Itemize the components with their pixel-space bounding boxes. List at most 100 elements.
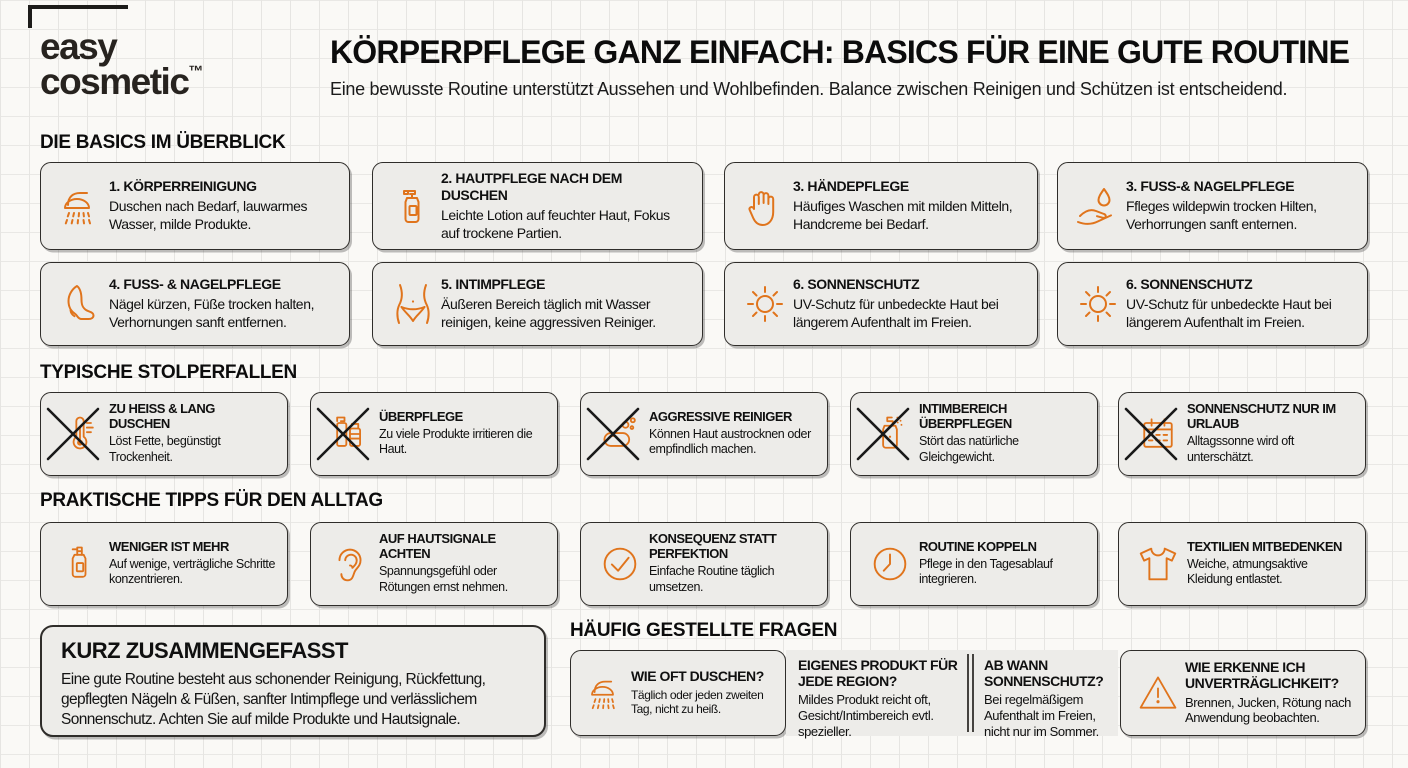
card-title: 3. HÄNDEPFLEGE — [793, 178, 909, 195]
section-heading-pitfalls: TYPISCHE STOLPERFALLEN — [40, 362, 297, 383]
section-heading-tips: PRAKTISCHE TIPPS FÜR DEN ALLTAG — [40, 490, 383, 511]
faq-title: WIE ERKENNE ICH UNVERTRÄGLICHKEIT? — [1185, 659, 1339, 691]
spray-crossed-icon — [856, 407, 919, 461]
basics-card-intimpflege: 5. INTIMPFLEGE Äußeren Bereich täglich m… — [372, 262, 703, 346]
faq-text: Täglich oder jeden zweiten Tag, nicht zu… — [631, 687, 764, 717]
page-subtitle: Eine bewusste Routine unterstützt Ausseh… — [330, 79, 1288, 99]
tip-card-weniger-ist-mehr: WENIGER IST MEHR Auf wenige, verträglich… — [40, 522, 288, 606]
section-heading-faq: HÄUFIG GESTELLTE FRAGEN — [570, 620, 838, 641]
tip-card-textilien: TEXTILIEN MITBEDENKEN Weiche, atmungsakt… — [1118, 522, 1366, 606]
card-title: INTIMBEREICH ÜBERPFLEGEN — [919, 401, 1012, 432]
card-text: Leichte Lotion auf feuchter Haut, Fokus … — [441, 206, 670, 241]
basics-card-fuss-nagelpflege-2: 4. FUSS- & NAGELPFLEGE Nägel kürzen, Füß… — [40, 262, 350, 346]
card-text: Häufiges Waschen mit milden Mitteln, Han… — [793, 198, 1013, 233]
card-title: 5. INTIMPFLEGE — [441, 276, 546, 293]
sun-icon — [737, 280, 793, 328]
soap-crossed-icon — [586, 407, 649, 461]
card-title: KONSEQUENZ STATT PERFEKTION — [649, 531, 777, 562]
faq-title: AB WANN SONNENSCHUTZ? — [984, 657, 1104, 689]
summary-box: KURZ ZUSAMMENGEFASST Eine gute Routine b… — [40, 625, 546, 737]
card-text: Auf wenige, verträgliche Schritte konzen… — [109, 556, 276, 587]
faq-item-ab-wann-sonnenschutz: AB WANN SONNENSCHUTZ? Bei regelmäßigem A… — [984, 657, 1110, 739]
basics-card-sonnenschutz-1: 6. SONNENSCHUTZ UV-Schutz für unbedeckte… — [724, 262, 1038, 346]
faq-middle-band: EIGENES PRODUKT FÜR JEDE REGION? Mildes … — [786, 650, 1118, 739]
bottle-icon — [51, 542, 109, 586]
card-text: Stört das natürliche Gleichgewicht. — [919, 434, 1019, 464]
pitfall-card-heiss-duschen: ZU HEISS & LANG DUSCHEN Löst Fette, begü… — [40, 392, 288, 476]
faq-text: Bei regelmäßigem Aufenthalt im Freien, n… — [984, 692, 1099, 739]
tip-card-routine-koppeln: ROUTINE KOPPELN Pflege in den Tagesablau… — [850, 522, 1098, 606]
shower-icon — [581, 672, 631, 714]
foot-icon — [53, 280, 109, 328]
card-title: 6. SONNENSCHUTZ — [793, 276, 920, 293]
logo-line1: easy — [40, 26, 118, 67]
card-title: 6. SONNENSCHUTZ — [1126, 276, 1253, 293]
faq-card-unvertraeglichkeit: WIE ERKENNE ICH UNVERTRÄGLICHKEIT? Brenn… — [1120, 650, 1366, 736]
check-circle-icon — [591, 541, 649, 587]
products-crossed-icon — [316, 407, 379, 461]
card-text: Einfache Routine täglich umsetzen. — [649, 564, 775, 594]
sun-icon — [1070, 280, 1126, 328]
card-text: Pflege in den Tagesablauf integrieren. — [919, 556, 1053, 587]
faq-card-wie-oft-duschen: WIE OFT DUSCHEN? Täglich oder jeden zwei… — [570, 650, 786, 736]
basics-card-hautpflege: 2. HAUTPFLEGE NACH DEM DUSCHEN Leichte L… — [372, 162, 703, 250]
pitfall-card-sonnenschutz-urlaub: SONNENSCHUTZ NUR IM URLAUB Alltagssonne … — [1118, 392, 1366, 476]
card-text: UV-Schutz für unbedeckte Haut bei länger… — [1126, 296, 1332, 331]
pitfall-card-intimbereich: INTIMBEREICH ÜBERPFLEGEN Stört das natür… — [850, 392, 1098, 476]
waist-icon — [385, 280, 441, 328]
trademark-symbol: ™ — [188, 62, 204, 80]
faq-title: WIE OFT DUSCHEN? — [631, 668, 764, 685]
card-text: Duschen nach Bedarf, lauwarmes Wasser, m… — [109, 198, 308, 233]
summary-heading: KURZ ZUSAMMENGEFASST — [61, 638, 349, 663]
faq-divider-line — [972, 654, 974, 732]
tip-card-hautsignale: AUF HAUTSIGNALE ACHTEN Spannungsgefühl o… — [310, 522, 558, 606]
card-text: Spannungsgefühl oder Rötungen ernst nehm… — [379, 564, 508, 594]
faq-divider-line — [967, 654, 969, 732]
card-title: 2. HAUTPFLEGE NACH DEM DUSCHEN — [441, 170, 622, 203]
card-title: 4. FUSS- & NAGELPFLEGE — [109, 276, 281, 293]
card-text: Löst Fette, begünstigt Trockenheit. — [109, 434, 221, 464]
card-text: Zu viele Produkte irritieren die Haut. — [379, 426, 533, 457]
card-title: TEXTILIEN MITBEDENKEN — [1187, 538, 1342, 554]
tshirt-icon — [1129, 541, 1187, 587]
card-text: Können Haut austrocknen oder empfindlich… — [649, 426, 811, 457]
card-text: Weiche, atmungsaktive Kleidung entlastet… — [1187, 556, 1308, 587]
basics-card-koerperreinigung: 1. KÖRPERREINIGUNG Duschen nach Bedarf, … — [40, 162, 350, 250]
summary-text: Eine gute Routine besteht aus schonender… — [61, 671, 486, 728]
pitfall-card-aggressive-reiniger: AGGRESSIVE REINIGER Können Haut austrock… — [580, 392, 828, 476]
basics-card-fuss-nagelpflege: 3. FUSS-& NAGELPFLEGE Ffleges wildepwin … — [1057, 162, 1368, 250]
hand-drop-icon — [1070, 182, 1126, 230]
logo-line2: cosmetic — [40, 60, 190, 102]
shower-icon — [53, 182, 109, 230]
ear-icon — [321, 541, 379, 587]
page-title: KÖRPERPFLEGE GANZ EINFACH: BASICS FÜR EI… — [330, 34, 1350, 70]
clock-icon — [861, 541, 919, 587]
thermometer-crossed-icon — [46, 407, 109, 461]
card-title: ÜBERPFLEGE — [379, 408, 463, 424]
card-title: WENIGER IST MEHR — [109, 538, 229, 554]
card-text: Äußeren Bereich täglich mit Wasser reini… — [441, 296, 656, 331]
faq-title: EIGENES PRODUKT FÜR JEDE REGION? — [798, 657, 958, 689]
hand-icon — [737, 182, 793, 230]
card-title: 3. FUSS-& NAGELPFLEGE — [1126, 178, 1295, 195]
card-title: ZU HEISS & LANG DUSCHEN — [109, 401, 215, 432]
card-text: UV-Schutz für unbedeckte Haut bei länger… — [793, 296, 999, 331]
card-title: ROUTINE KOPPELN — [919, 538, 1037, 554]
lotion-pump-icon — [385, 182, 441, 230]
tip-card-konsequenz: KONSEQUENZ STATT PERFEKTION Einfache Rou… — [580, 522, 828, 606]
faq-text: Brennen, Jucken, Rötung nach Anwendung b… — [1185, 694, 1351, 726]
card-title: 1. KÖRPERREINIGUNG — [109, 178, 257, 195]
card-title: AUF HAUTSIGNALE ACHTEN — [379, 531, 496, 562]
brand-logo: easy cosmetic™ — [40, 28, 204, 102]
corner-mark-vertical — [28, 5, 32, 28]
basics-card-sonnenschutz-2: 6. SONNENSCHUTZ UV-Schutz für unbedeckte… — [1057, 262, 1368, 346]
card-title: AGGRESSIVE REINIGER — [649, 408, 792, 424]
calendar-crossed-icon — [1124, 407, 1187, 461]
warning-icon — [1131, 671, 1185, 715]
card-text: Ffleges wildepwin trocken Hilten, Verhor… — [1126, 198, 1317, 233]
card-text: Nägel kürzen, Füße trocken halten, Verho… — [109, 296, 315, 331]
card-title: SONNENSCHUTZ NUR IM URLAUB — [1187, 401, 1336, 432]
card-text: Alltagssonne wird oft unterschätzt. — [1187, 434, 1294, 464]
pitfall-card-ueberpflege: ÜBERPFLEGE Zu viele Produkte irritieren … — [310, 392, 558, 476]
